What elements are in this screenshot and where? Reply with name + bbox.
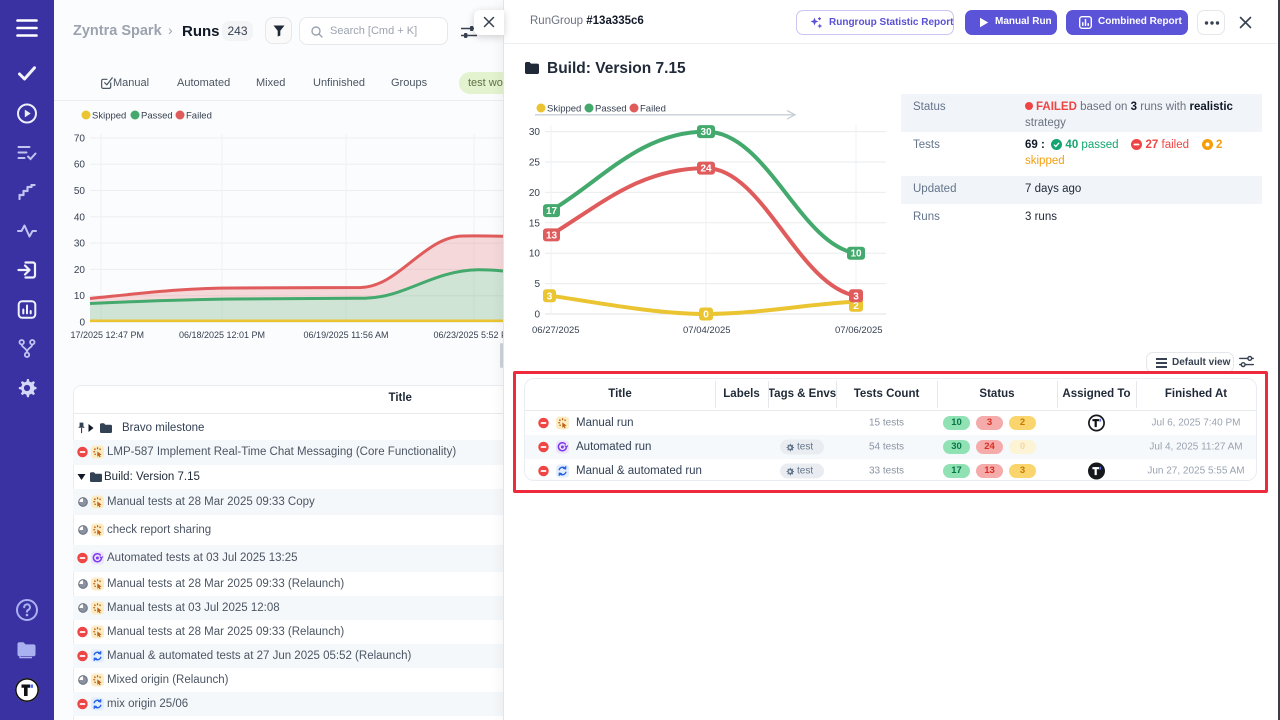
svg-text:Skipped: Skipped bbox=[547, 104, 581, 115]
svg-text:07/06/2025: 07/06/2025 bbox=[835, 325, 883, 336]
svg-text:0: 0 bbox=[534, 310, 540, 321]
svg-text:0: 0 bbox=[79, 318, 85, 329]
svg-text:Passed: Passed bbox=[595, 104, 627, 115]
svg-text:40: 40 bbox=[74, 212, 86, 223]
svg-text:17/2025 12:47 PM: 17/2025 12:47 PM bbox=[71, 330, 145, 340]
svg-text:3: 3 bbox=[547, 291, 553, 302]
svg-text:30: 30 bbox=[529, 127, 541, 138]
svg-text:30: 30 bbox=[74, 239, 86, 250]
svg-text:Skipped: Skipped bbox=[92, 111, 126, 122]
svg-text:Failed: Failed bbox=[640, 104, 666, 115]
svg-text:24: 24 bbox=[700, 164, 712, 175]
svg-text:2: 2 bbox=[853, 301, 859, 312]
svg-text:10: 10 bbox=[529, 249, 541, 260]
svg-text:06/19/2025 11:56 AM: 06/19/2025 11:56 AM bbox=[304, 330, 389, 340]
svg-text:10: 10 bbox=[74, 291, 86, 302]
svg-text:10: 10 bbox=[850, 249, 862, 260]
svg-text:25: 25 bbox=[529, 158, 541, 169]
svg-text:07/04/2025: 07/04/2025 bbox=[683, 325, 731, 336]
svg-text:06/27/2025: 06/27/2025 bbox=[532, 325, 580, 336]
svg-text:Failed: Failed bbox=[186, 111, 212, 122]
svg-text:20: 20 bbox=[74, 265, 86, 276]
svg-text:30: 30 bbox=[700, 127, 712, 138]
svg-text:60: 60 bbox=[74, 160, 86, 171]
svg-text:13: 13 bbox=[546, 230, 558, 241]
svg-text:17: 17 bbox=[546, 206, 558, 217]
svg-text:15: 15 bbox=[529, 218, 541, 229]
svg-text:Passed: Passed bbox=[141, 111, 173, 122]
svg-text:06/23/2025 5:52 PM: 06/23/2025 5:52 PM bbox=[433, 330, 503, 340]
svg-text:0: 0 bbox=[703, 310, 709, 321]
svg-text:20: 20 bbox=[529, 188, 541, 199]
svg-text:06/18/2025 12:01 PM: 06/18/2025 12:01 PM bbox=[179, 330, 265, 340]
svg-text:70: 70 bbox=[74, 133, 86, 144]
svg-text:50: 50 bbox=[74, 186, 86, 197]
svg-text:3: 3 bbox=[853, 291, 859, 302]
svg-text:5: 5 bbox=[534, 279, 540, 290]
